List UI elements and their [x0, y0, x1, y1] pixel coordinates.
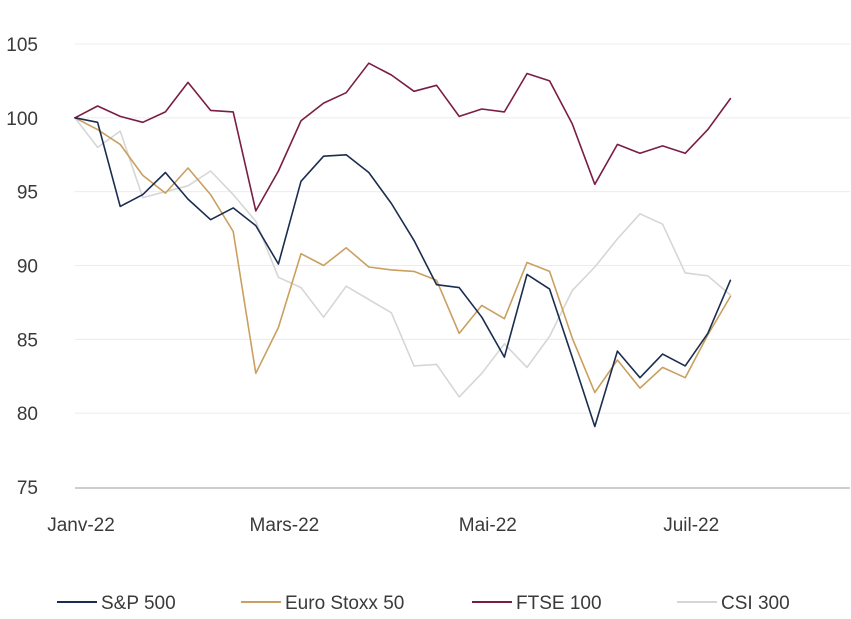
- y-tick-label: 75: [17, 478, 38, 499]
- series-lines: [74, 62, 732, 428]
- legend-label: S&P 500: [101, 593, 176, 614]
- legend-label: Euro Stoxx 50: [285, 593, 404, 614]
- y-tick-label: 85: [17, 330, 38, 351]
- series-line-ftse-100: [74, 62, 732, 212]
- y-tick-label: 95: [17, 183, 38, 204]
- legend: S&P 500 Euro Stoxx 50 FTSE 100 CSI 300: [57, 593, 790, 614]
- y-axis-ticks: 75 80 85 90 95 100 105: [6, 35, 38, 499]
- y-tick-label: 100: [6, 109, 38, 130]
- x-tick-label: Mai-22: [459, 515, 517, 536]
- y-tick-label: 90: [17, 257, 38, 278]
- y-tick-label: 105: [6, 35, 38, 56]
- x-tick-label: Janv-22: [47, 515, 115, 536]
- x-axis-ticks: Janv-22 Mars-22 Mai-22 Juil-22: [47, 515, 719, 536]
- legend-label: FTSE 100: [516, 593, 602, 614]
- series-line-csi-300: [74, 117, 732, 398]
- y-tick-label: 80: [17, 404, 38, 425]
- series-line-s-p-500: [74, 117, 732, 428]
- x-tick-label: Mars-22: [250, 515, 320, 536]
- series-line-euro-stoxx-50: [74, 117, 732, 394]
- gridlines: [75, 43, 850, 414]
- legend-label: CSI 300: [721, 593, 790, 614]
- x-tick-label: Juil-22: [663, 515, 719, 536]
